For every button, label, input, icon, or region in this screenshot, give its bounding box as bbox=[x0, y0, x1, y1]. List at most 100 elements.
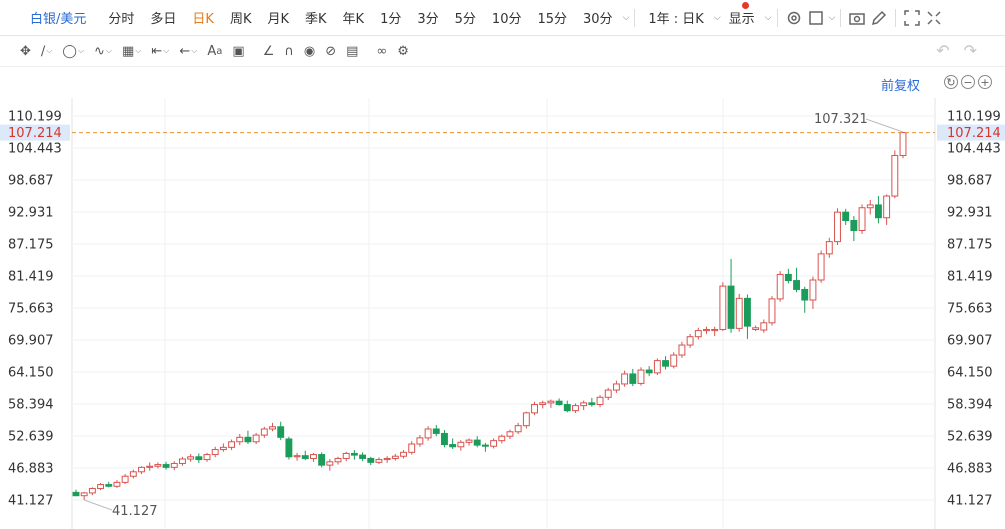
undo-redo[interactable]: ↶↷ bbox=[936, 41, 991, 60]
line-icon[interactable]: ∕ ⌵ bbox=[40, 43, 53, 59]
trash-icon[interactable]: ▤ bbox=[346, 43, 359, 59]
polyline-icon[interactable]: ◯ ⌵ bbox=[62, 43, 85, 59]
candle-body bbox=[219, 446, 227, 451]
period-tab[interactable]: 1分 bbox=[380, 12, 402, 27]
candle-body bbox=[301, 455, 309, 459]
candle-body bbox=[129, 471, 137, 477]
candle-body bbox=[645, 369, 653, 374]
comment-icon[interactable]: ▣ bbox=[232, 43, 245, 59]
chevron-down-icon[interactable]: ⌵ bbox=[828, 12, 836, 23]
candle-body bbox=[244, 436, 252, 443]
move-icon[interactable]: ✥ bbox=[20, 43, 31, 59]
period-tab[interactable]: 15分 bbox=[537, 12, 568, 27]
candle-body bbox=[703, 328, 710, 332]
candle-body bbox=[858, 207, 866, 232]
period-tab[interactable]: 30分 bbox=[583, 12, 613, 27]
y-axis-left: 110.199 104.443 98.687 92.931 87.175 81.419 75… bbox=[8, 110, 62, 509]
period-tab[interactable]: 多日 bbox=[150, 12, 177, 27]
candle-body bbox=[760, 322, 768, 331]
candle-body bbox=[105, 484, 113, 487]
candle-body bbox=[506, 431, 514, 437]
settings-icon[interactable]: ⚙ bbox=[397, 43, 409, 59]
candle-body bbox=[178, 458, 186, 464]
chevron-down-icon[interactable]: ⌵ bbox=[713, 12, 721, 23]
candle-body bbox=[899, 132, 907, 156]
candle-body bbox=[416, 437, 424, 445]
display-menu[interactable]: 显示 bbox=[728, 12, 755, 27]
wave-icon[interactable]: ∿ ⌵ bbox=[94, 43, 112, 59]
period-tab-active[interactable]: 日K bbox=[192, 12, 214, 27]
reset-icon[interactable]: ↻ bbox=[944, 75, 958, 89]
y-tick-label: 46.883 bbox=[947, 462, 993, 477]
candle-body bbox=[318, 454, 326, 466]
zoom-controls: ↻ − + bbox=[944, 75, 992, 89]
range-select[interactable]: 1年 : 日K bbox=[648, 12, 704, 27]
expand-icon[interactable] bbox=[923, 7, 945, 29]
fullscreen-icon[interactable] bbox=[901, 7, 923, 29]
zoom-out-icon[interactable]: − bbox=[961, 75, 975, 89]
candle-body bbox=[555, 400, 563, 406]
pencil-icon[interactable] bbox=[868, 7, 890, 29]
chevron-down-icon[interactable]: ⌵ bbox=[622, 12, 630, 23]
candle-body bbox=[809, 279, 817, 301]
candle-body bbox=[891, 154, 899, 197]
max-leader-line bbox=[865, 118, 904, 133]
period-tab[interactable]: 分时 bbox=[108, 12, 135, 27]
candle-body bbox=[473, 439, 481, 446]
candle-body bbox=[719, 285, 727, 330]
candle-body bbox=[801, 288, 809, 301]
candle-body bbox=[596, 396, 604, 406]
eye-icon[interactable]: ◉ bbox=[303, 43, 316, 59]
period-tab[interactable]: 3分 bbox=[417, 12, 439, 27]
candle-body bbox=[850, 220, 858, 232]
link-icon[interactable]: ∞ bbox=[376, 43, 388, 59]
camera-icon[interactable] bbox=[846, 7, 868, 29]
candle-body bbox=[776, 273, 784, 300]
candle-body bbox=[72, 491, 80, 497]
candle-body bbox=[211, 449, 219, 456]
square-icon[interactable] bbox=[805, 7, 827, 29]
candle-body bbox=[277, 426, 285, 438]
candle-body bbox=[637, 369, 645, 384]
y-tick-label: 58.394 bbox=[8, 398, 54, 413]
candle-body bbox=[342, 452, 350, 459]
period-tab[interactable]: 季K bbox=[305, 12, 327, 27]
candle-body bbox=[604, 389, 612, 398]
candle-body bbox=[88, 487, 96, 494]
y-tick-label: 41.127 bbox=[947, 494, 993, 509]
pen-icon[interactable]: ∠ bbox=[262, 43, 275, 59]
fib-icon[interactable]: ▦ ⌵ bbox=[122, 43, 142, 59]
candle-body bbox=[743, 297, 751, 327]
candle-body bbox=[154, 464, 162, 467]
candle-body bbox=[694, 330, 702, 338]
period-tab[interactable]: 年K bbox=[342, 12, 365, 27]
candle-body bbox=[432, 428, 440, 434]
candle-body bbox=[400, 451, 407, 457]
candle-body bbox=[269, 426, 276, 430]
candle-body bbox=[580, 402, 588, 407]
period-toolbar: 白银/美元 分时 多日 日K 周K 月K 季K 年K 1分 3分 5分 10分 … bbox=[0, 0, 1005, 36]
arrow-icon[interactable]: ← ⌵ bbox=[179, 43, 198, 59]
period-tab[interactable]: 月K bbox=[267, 12, 290, 27]
period-tab[interactable]: 周K bbox=[229, 12, 252, 27]
measure-icon[interactable]: ⇤ ⌵ bbox=[151, 43, 170, 59]
candle-body bbox=[367, 457, 375, 463]
magnet-icon[interactable]: ∩ bbox=[284, 43, 294, 59]
candle-body bbox=[547, 400, 555, 404]
candle-body bbox=[825, 241, 833, 255]
candle-body bbox=[842, 211, 850, 222]
chevron-down-icon[interactable]: ⌵ bbox=[764, 12, 772, 23]
symbol-label[interactable]: 白银/美元 bbox=[30, 12, 87, 27]
period-tab[interactable]: 5分 bbox=[454, 12, 476, 27]
y-tick-label: 87.175 bbox=[947, 238, 993, 253]
hide-icon[interactable]: ⊘ bbox=[325, 43, 337, 59]
candlestick-chart[interactable]: 110.199 104.443 98.687 92.931 87.175 81.419 75… bbox=[0, 98, 1005, 529]
period-tab[interactable]: 10分 bbox=[491, 12, 522, 27]
adjust-button[interactable]: 前复权 bbox=[881, 79, 921, 94]
settings-icon[interactable] bbox=[783, 7, 805, 29]
y-tick-label: 64.150 bbox=[8, 366, 54, 381]
zoom-in-icon[interactable]: + bbox=[978, 75, 992, 89]
candle-body bbox=[883, 195, 891, 219]
candle-body bbox=[195, 456, 203, 461]
